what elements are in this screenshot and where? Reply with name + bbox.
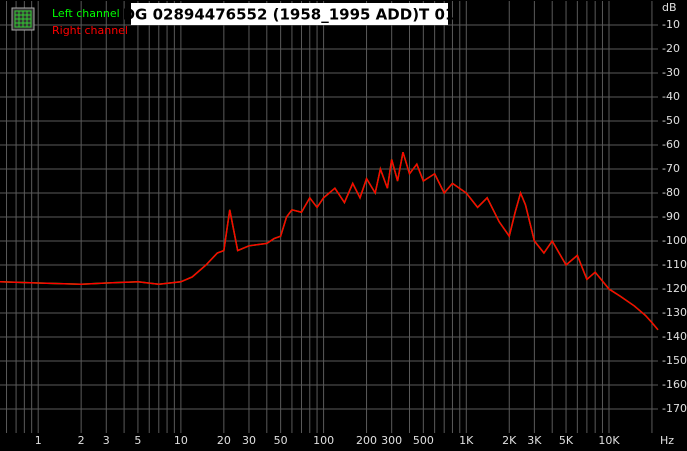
x-tick-label: 5K: [559, 434, 574, 447]
grid: [0, 1, 658, 433]
y-tick-label: -150: [662, 354, 687, 367]
x-tick-label: 50: [274, 434, 288, 447]
y-tick-label: -60: [662, 138, 680, 151]
y-tick-label: -110: [662, 258, 687, 271]
x-tick-label: 10K: [598, 434, 620, 447]
icon-grid: [14, 10, 32, 28]
y-tick-label: -100: [662, 234, 687, 247]
x-tick-label: 1: [35, 434, 42, 447]
x-tick-label: 300: [381, 434, 402, 447]
x-tick-label: 5: [134, 434, 141, 447]
y-tick-label: -90: [662, 210, 680, 223]
x-tick-label: 10: [174, 434, 188, 447]
chart-title: DG 02894476552 (1958_1995 ADD)T 01: [123, 6, 456, 24]
x-tick-label: 100: [313, 434, 334, 447]
y-tick-label: -70: [662, 162, 680, 175]
y-tick-label: -170: [662, 402, 687, 415]
x-tick-label: 30: [242, 434, 256, 447]
y-tick-label: -140: [662, 330, 687, 343]
series-line: [0, 151, 659, 331]
x-tick-label: 3: [103, 434, 110, 447]
x-tick-label: 2K: [502, 434, 517, 447]
x-tick-label: 200: [356, 434, 377, 447]
y-tick-label: -40: [662, 90, 680, 103]
app-icon: [11, 7, 35, 31]
legend-entry: Right channel: [52, 24, 128, 37]
x-tick-label: 3K: [527, 434, 542, 447]
y-tick-label: -80: [662, 186, 680, 199]
y-tick-label: -160: [662, 378, 687, 391]
y-tick-label: -120: [662, 282, 687, 295]
lines: [0, 151, 659, 331]
x-tick-label: 20: [217, 434, 231, 447]
x-tick-label: 500: [413, 434, 434, 447]
y-tick-label: -130: [662, 306, 687, 319]
y-tick-label: -50: [662, 114, 680, 127]
x-axis-label: Hz: [660, 434, 674, 447]
x-tick-label: 2: [78, 434, 85, 447]
y-tick-label: -20: [662, 42, 680, 55]
y-tick-label: -10: [662, 18, 680, 31]
x-tick-label: 1K: [459, 434, 474, 447]
legend-entry: Left channel: [52, 7, 120, 20]
title-box: [131, 3, 448, 25]
y-tick-label: -30: [662, 66, 680, 79]
y-axis-label: dB: [662, 1, 677, 14]
